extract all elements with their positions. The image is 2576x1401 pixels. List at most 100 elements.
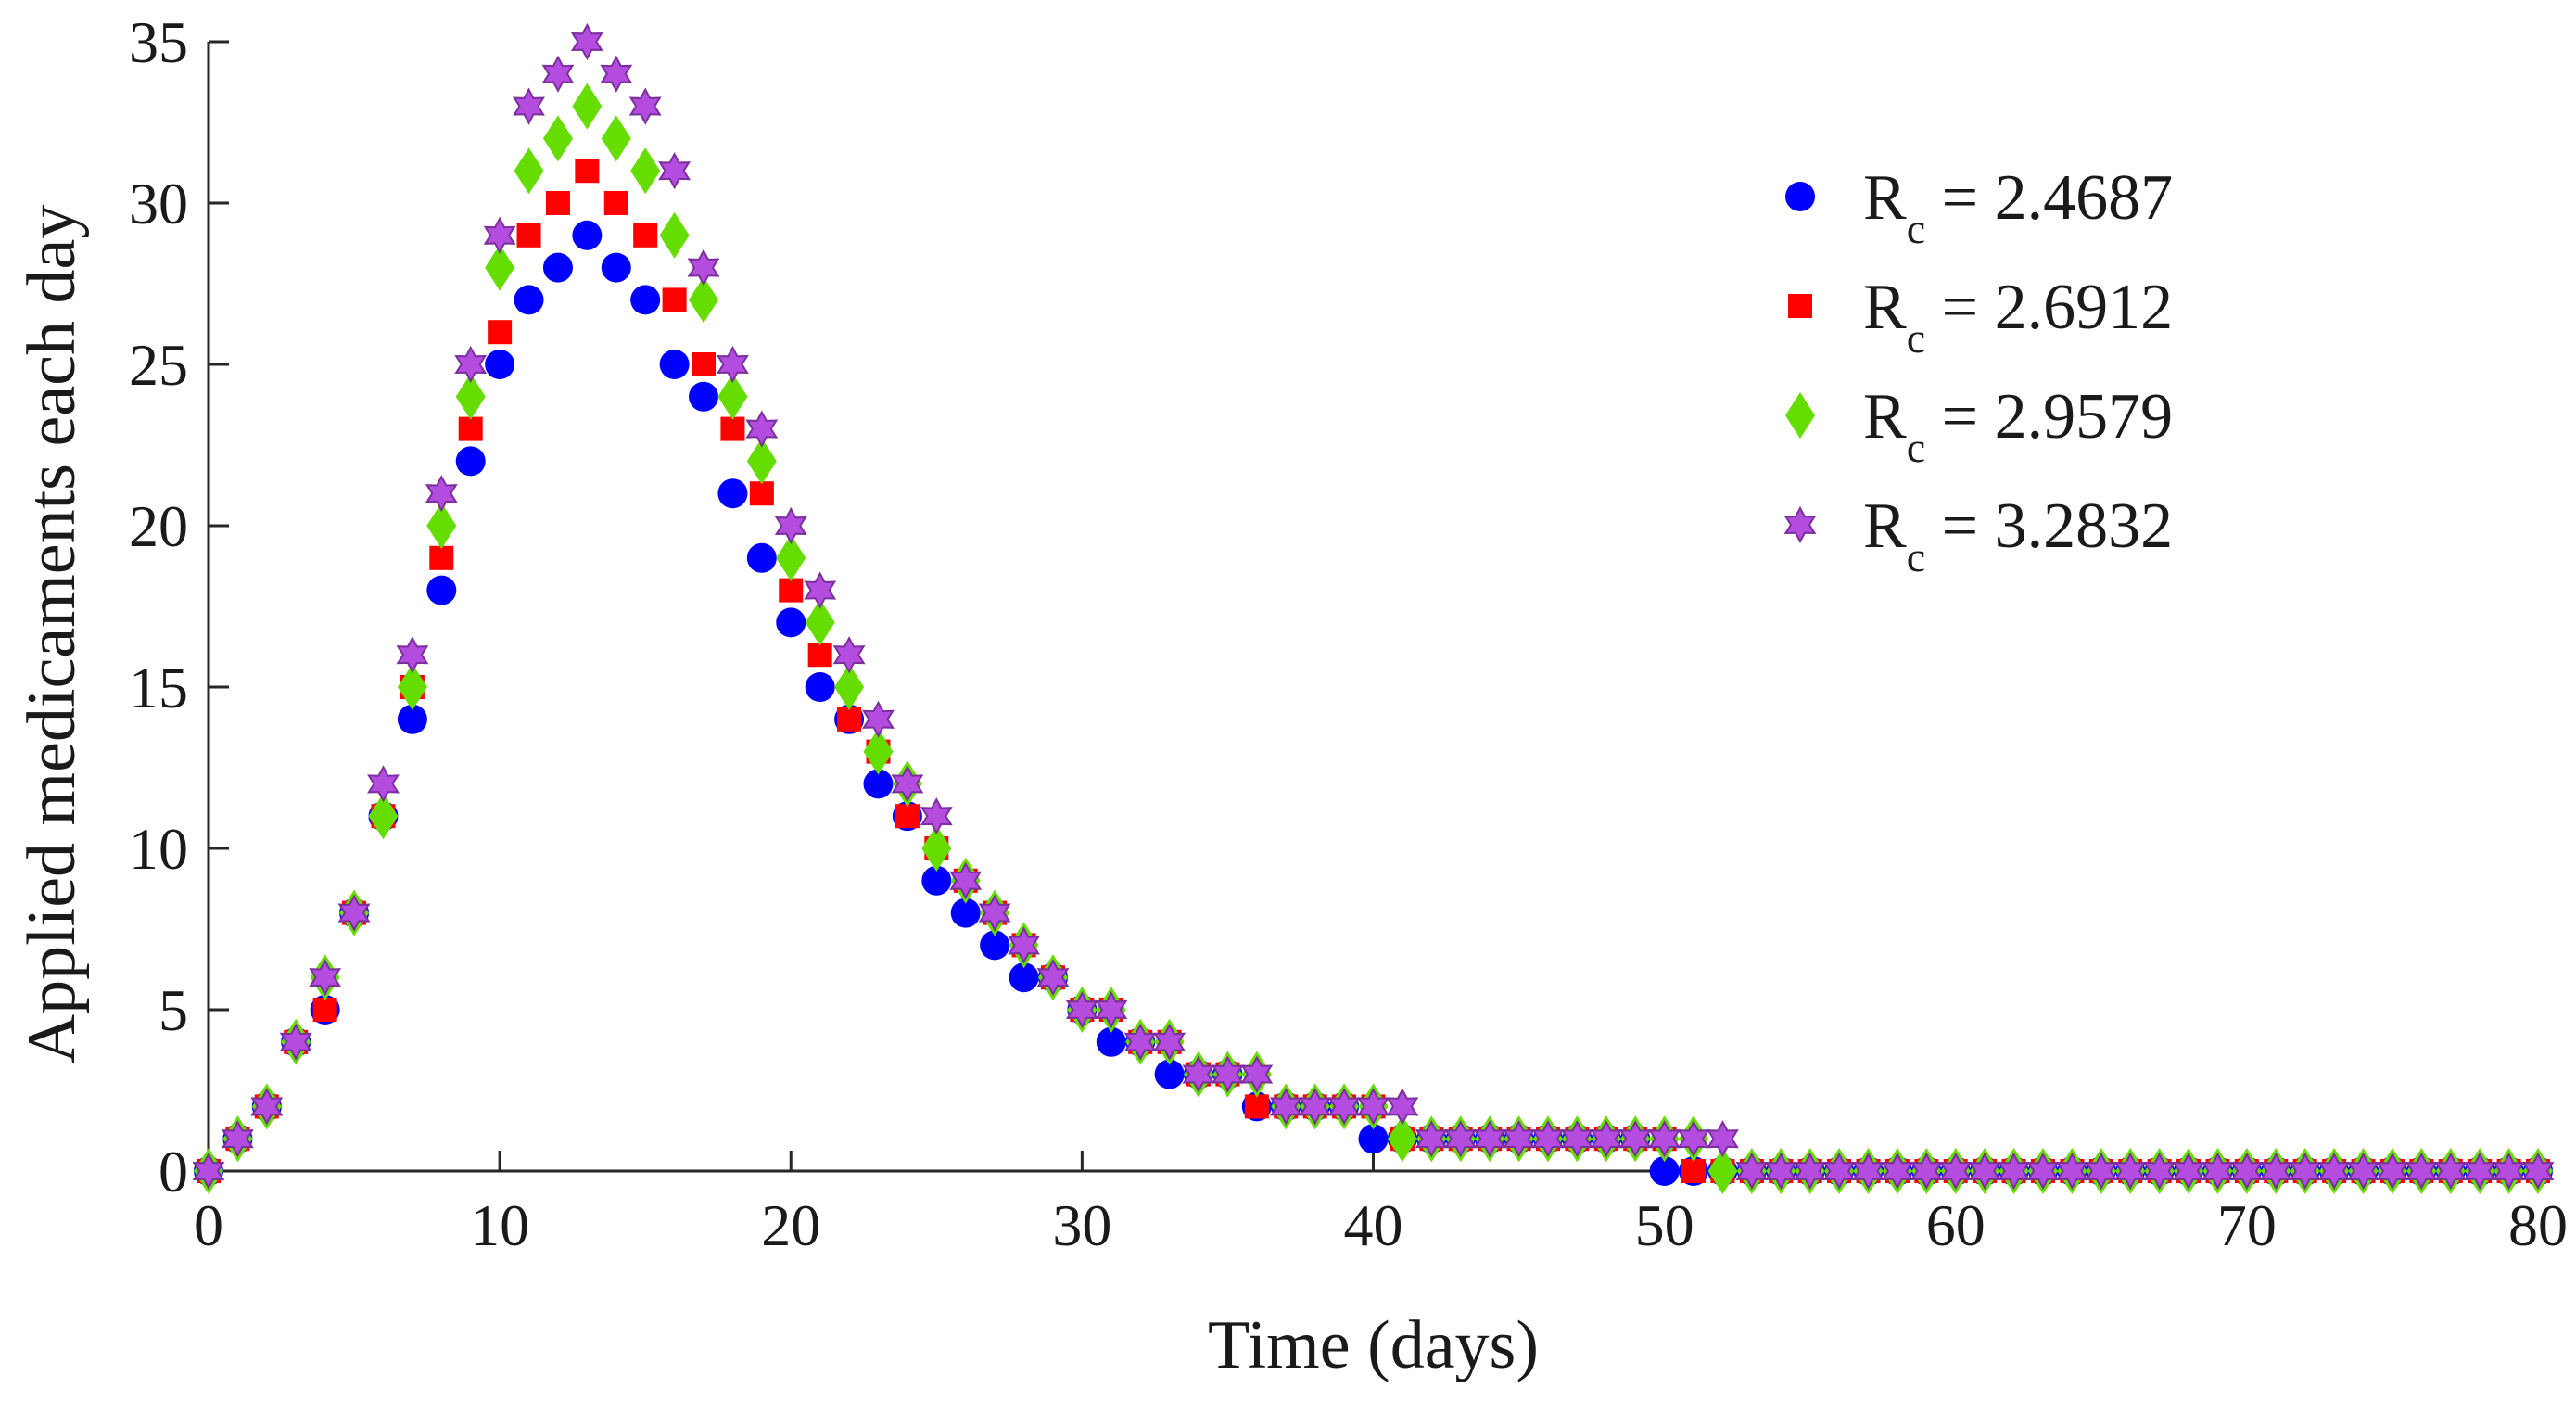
legend-item: Rc = 2.6912 — [1788, 272, 2173, 362]
legend-marker — [1785, 392, 1815, 439]
data-point — [601, 252, 631, 283]
data-point — [250, 1088, 284, 1126]
data-point — [862, 700, 895, 738]
data-point — [1707, 1148, 1738, 1194]
x-tick-label: 60 — [1926, 1192, 1986, 1258]
data-point — [426, 575, 457, 605]
data-point — [950, 898, 981, 928]
data-point — [367, 765, 400, 803]
x-tick-label: 40 — [1344, 1192, 1403, 1258]
x-tick-label: 20 — [761, 1192, 820, 1258]
data-point — [542, 115, 573, 162]
data-point — [192, 1152, 225, 1191]
data-point — [455, 446, 486, 477]
data-point — [1707, 1120, 1739, 1158]
data-point — [485, 350, 515, 379]
data-point — [516, 223, 541, 248]
data-point — [717, 478, 748, 509]
data-point — [891, 765, 924, 803]
data-point — [863, 728, 894, 775]
data-point — [832, 636, 866, 674]
data-point — [779, 578, 804, 603]
data-point — [309, 959, 342, 997]
legend-item: Rc = 2.9579 — [1785, 381, 2173, 471]
legend-item: Rc = 2.4687 — [1785, 162, 2173, 252]
y-axis-title: Applied medicaments each day — [14, 205, 90, 1064]
data-point — [978, 894, 1011, 932]
legend-label: Rc = 2.4687 — [1863, 162, 2173, 252]
data-point — [776, 534, 806, 581]
data-point — [601, 115, 631, 162]
y-tick-label: 10 — [129, 816, 188, 882]
data-point — [921, 825, 952, 872]
data-point — [1154, 1059, 1185, 1089]
data-point — [397, 704, 427, 734]
series-1 — [194, 220, 2553, 1186]
data-point — [805, 599, 835, 646]
data-point — [570, 22, 603, 61]
axes: 0 10 20 30 40 50 60 70 80 0 5 10 15 20 25 30 35 Time (day… — [14, 9, 2568, 1383]
data-point — [980, 930, 1010, 961]
data-point — [1036, 959, 1070, 997]
data-point — [863, 769, 894, 799]
data-point — [368, 793, 399, 840]
x-axis-title: Time (days) — [1208, 1307, 1539, 1383]
y-tick-label: 35 — [129, 9, 188, 75]
data-point — [895, 804, 920, 829]
legend-label: Rc = 2.9579 — [1863, 381, 2173, 471]
data-point — [720, 416, 745, 441]
data-point — [1009, 962, 1039, 993]
y-tick-label: 25 — [129, 332, 188, 398]
data-point — [397, 664, 427, 710]
x-tick-label: 80 — [2508, 1192, 2568, 1258]
data-point — [921, 865, 952, 896]
data-point — [1358, 1124, 1389, 1154]
data-point — [1153, 1023, 1186, 1061]
data-point — [572, 83, 603, 130]
data-point — [689, 381, 719, 412]
x-tick-label: 10 — [470, 1192, 529, 1258]
data-point — [745, 410, 779, 448]
data-point — [1096, 1026, 1126, 1057]
data-point — [513, 87, 545, 125]
data-point — [1386, 1088, 1419, 1126]
data-point — [312, 998, 337, 1022]
data-point — [749, 481, 774, 506]
data-point — [949, 861, 983, 899]
data-point — [279, 1023, 312, 1061]
data-point — [2521, 1152, 2555, 1191]
y-tick-label: 0 — [159, 1139, 188, 1204]
data-point — [514, 147, 544, 195]
data-point — [687, 248, 720, 287]
data-point — [545, 191, 570, 215]
data-point — [426, 503, 457, 549]
data-point — [483, 216, 516, 254]
series-2 — [197, 159, 2550, 1183]
data-point — [805, 672, 835, 702]
data-point — [1681, 1159, 1707, 1183]
data-point — [1095, 990, 1128, 1029]
y-tick-label: 15 — [129, 655, 188, 720]
data-point — [807, 643, 832, 668]
data-point — [837, 707, 862, 732]
data-point — [659, 350, 690, 379]
data-point — [429, 545, 454, 570]
legend-marker — [1788, 294, 1812, 318]
legend-item: Rc = 3.2832 — [1783, 490, 2173, 580]
legend-marker — [1785, 182, 1815, 211]
data-point — [1649, 1156, 1680, 1186]
data-point — [746, 438, 777, 485]
data-point — [689, 276, 719, 324]
data-point — [542, 252, 573, 283]
data-point — [716, 345, 749, 384]
data-point — [1008, 926, 1040, 964]
data-point — [628, 87, 662, 125]
data-point — [746, 542, 777, 573]
data-point — [804, 571, 837, 609]
data-point — [1677, 1120, 1710, 1158]
y-tick-label: 30 — [129, 171, 188, 236]
data-point — [455, 373, 486, 420]
data-point — [692, 352, 717, 376]
y-tick-label: 5 — [159, 977, 188, 1043]
